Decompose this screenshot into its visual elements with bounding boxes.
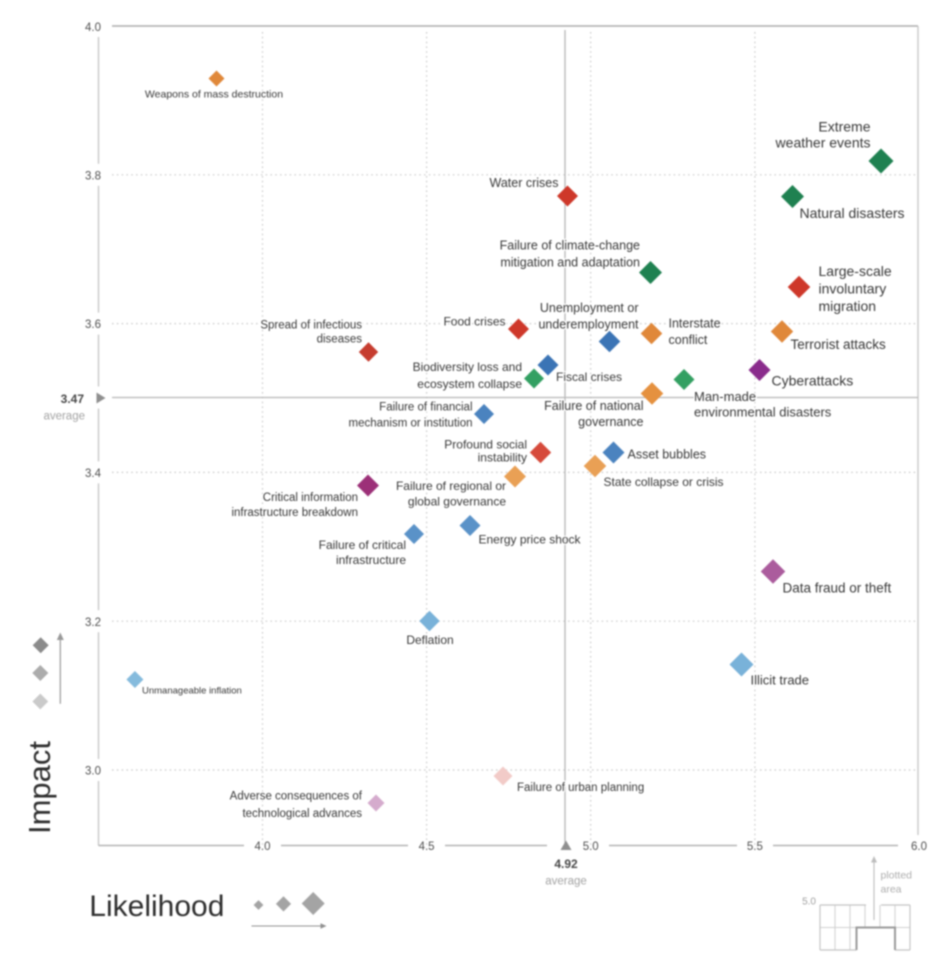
svg-text:3.47: 3.47: [61, 392, 85, 406]
svg-text:Likelihood: Likelihood: [89, 890, 224, 923]
svg-text:infrastructure: infrastructure: [336, 553, 406, 567]
svg-text:global governance: global governance: [408, 494, 506, 508]
svg-text:Asset bubbles: Asset bubbles: [628, 447, 707, 461]
svg-text:Illicit trade: Illicit trade: [751, 673, 810, 688]
svg-text:3.4: 3.4: [85, 468, 102, 480]
svg-text:conflict: conflict: [669, 333, 708, 347]
svg-text:State collapse or crisis: State collapse or crisis: [604, 475, 724, 489]
svg-text:4.0: 4.0: [255, 841, 271, 853]
svg-text:4.0: 4.0: [85, 22, 101, 34]
svg-text:Failure of urban planning: Failure of urban planning: [517, 782, 644, 794]
svg-text:Food crises: Food crises: [443, 314, 505, 328]
svg-text:4.92: 4.92: [554, 857, 578, 871]
svg-text:underemployment: underemployment: [538, 317, 639, 331]
svg-text:5.0: 5.0: [802, 897, 816, 908]
svg-text:governance: governance: [578, 415, 643, 429]
svg-text:Failure of national: Failure of national: [544, 399, 643, 413]
svg-text:3.8: 3.8: [85, 170, 101, 182]
svg-text:mitigation and adaptation: mitigation and adaptation: [500, 255, 640, 269]
svg-text:Critical information: Critical information: [263, 492, 358, 504]
svg-text:6.0: 6.0: [911, 841, 927, 853]
svg-text:Profound social: Profound social: [444, 437, 527, 451]
svg-text:technological advances: technological advances: [242, 808, 362, 820]
svg-text:Fiscal crises: Fiscal crises: [556, 370, 622, 384]
svg-text:Man-made: Man-made: [694, 389, 756, 404]
svg-text:ecosystem collapse: ecosystem collapse: [417, 377, 522, 391]
svg-text:Large-scale: Large-scale: [819, 263, 892, 279]
svg-text:Impact: Impact: [22, 741, 57, 834]
svg-text:Energy price shock: Energy price shock: [479, 532, 582, 546]
svg-text:diseases: diseases: [317, 334, 363, 346]
svg-text:Weapons of mass destruction: Weapons of mass destruction: [145, 89, 283, 101]
svg-text:weather events: weather events: [775, 135, 871, 151]
svg-text:3.0: 3.0: [85, 766, 101, 778]
svg-text:Terrorist attacks: Terrorist attacks: [791, 337, 887, 352]
svg-text:4.5: 4.5: [419, 841, 435, 853]
svg-text:Natural disasters: Natural disasters: [800, 205, 905, 221]
svg-text:average: average: [43, 411, 85, 423]
svg-text:Interstate: Interstate: [669, 316, 721, 330]
svg-text:Cyberattacks: Cyberattacks: [772, 373, 854, 389]
svg-text:area: area: [881, 884, 902, 896]
svg-text:involuntary: involuntary: [819, 281, 887, 297]
svg-text:average: average: [545, 876, 587, 888]
svg-text:infrastructure breakdown: infrastructure breakdown: [231, 507, 358, 519]
svg-text:5.0: 5.0: [583, 841, 599, 853]
svg-text:environmental disasters: environmental disasters: [694, 405, 832, 420]
svg-text:Failure of regional or: Failure of regional or: [396, 479, 506, 493]
svg-text:3.2: 3.2: [85, 617, 101, 629]
svg-text:Failure of climate-change: Failure of climate-change: [500, 238, 640, 252]
svg-text:Deflation: Deflation: [406, 633, 453, 647]
svg-text:Biodiversity loss and: Biodiversity loss and: [413, 360, 522, 374]
svg-text:Failure of financial: Failure of financial: [379, 402, 472, 414]
svg-text:Data fraud or theft: Data fraud or theft: [783, 580, 892, 595]
svg-text:Water crises: Water crises: [490, 176, 559, 190]
svg-text:3.6: 3.6: [85, 319, 101, 331]
svg-text:5.5: 5.5: [747, 841, 763, 853]
svg-text:Unmanageable inflation: Unmanageable inflation: [142, 685, 242, 696]
svg-text:plotted: plotted: [881, 870, 913, 882]
svg-text:Spread of infectious: Spread of infectious: [260, 320, 362, 332]
svg-text:mechanism or institution: mechanism or institution: [349, 418, 473, 430]
svg-text:Failure of critical: Failure of critical: [319, 538, 406, 552]
svg-text:Unemployment or: Unemployment or: [540, 301, 639, 315]
svg-text:migration: migration: [819, 298, 877, 314]
svg-text:Extreme: Extreme: [818, 119, 870, 135]
svg-text:instability: instability: [478, 450, 527, 464]
svg-text:Adverse consequences of: Adverse consequences of: [230, 791, 363, 803]
